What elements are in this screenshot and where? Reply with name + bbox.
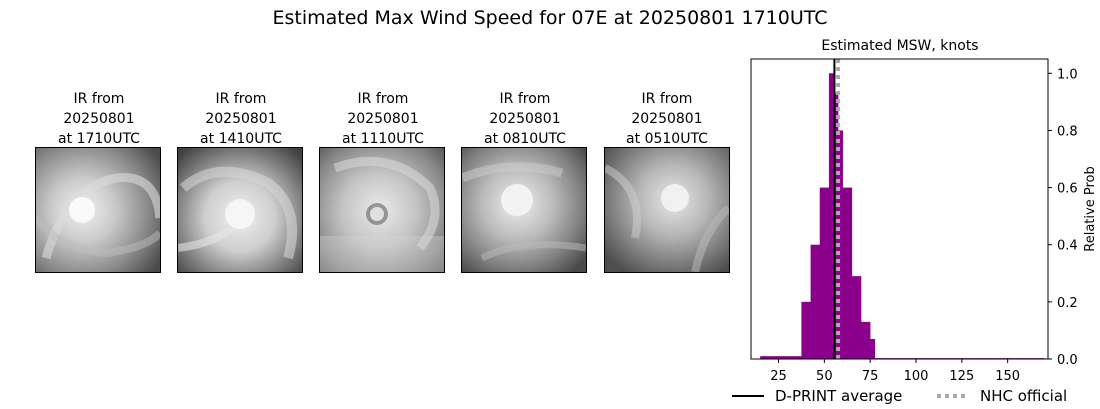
y-axis-label: Relative Prob xyxy=(1083,166,1098,251)
ir-panel-title-line2: 20250801 xyxy=(489,111,561,127)
x-tick-label: 75 xyxy=(862,369,879,384)
ir-satellite-image xyxy=(35,147,161,273)
histogram-bar xyxy=(796,356,802,359)
ir-panel-title: IR from 20250801 at 0810UTC xyxy=(455,89,595,149)
histogram-bar xyxy=(760,356,766,359)
histogram-bar xyxy=(865,321,871,359)
histogram-bar xyxy=(847,187,853,359)
ir-panel-title: IR from 20250801 at 1710UTC xyxy=(29,89,169,149)
ir-panel-title-line3: at 0510UTC xyxy=(626,131,708,147)
histogram-bar xyxy=(787,356,793,359)
y-tick-label: 0.2 xyxy=(1057,296,1078,311)
ir-panel-title-line1: IR from xyxy=(499,91,551,107)
chart-title: Estimated MSW, knots xyxy=(821,38,978,54)
figure-title: Estimated Max Wind Speed for 07E at 2025… xyxy=(272,7,828,29)
ir-panel-title-line2: 20250801 xyxy=(347,111,419,127)
histogram-bar xyxy=(806,301,811,359)
axes-frame xyxy=(750,58,1049,360)
ir-panel-title-line1: IR from xyxy=(357,91,409,107)
legend-dprint-label: D-PRINT average xyxy=(775,387,902,405)
histogram-bar xyxy=(801,301,807,359)
y-tick-label: 0.8 xyxy=(1057,124,1078,139)
reference-lines xyxy=(833,59,841,359)
ir-satellite-image xyxy=(319,147,445,273)
legend: D-PRINT average NHC official xyxy=(732,387,1067,405)
histogram-bar xyxy=(824,187,830,359)
x-axis-ticks: 25 50 75 100 125 150 xyxy=(770,359,1020,384)
histogram-bar xyxy=(792,356,798,359)
histogram-bar xyxy=(769,356,775,359)
ir-panel-title: IR from 20250801 at 1110UTC xyxy=(313,89,453,149)
histogram-bar xyxy=(819,187,825,359)
ir-panel-title-line3: at 1710UTC xyxy=(58,131,140,147)
histogram-bar xyxy=(851,276,857,359)
histogram-bar xyxy=(828,73,834,360)
ir-panel-title-line1: IR from xyxy=(641,91,693,107)
ir-panel-title-line1: IR from xyxy=(73,91,125,107)
histogram-bar xyxy=(778,356,784,359)
histogram-bar xyxy=(815,244,821,359)
ir-panel-title: IR from 20250801 at 1410UTC xyxy=(171,89,311,149)
histogram-bar xyxy=(773,356,779,359)
histogram-bar xyxy=(833,93,839,360)
histogram-bar xyxy=(764,356,770,359)
x-tick-label: 100 xyxy=(904,369,929,384)
x-tick-label: 150 xyxy=(995,369,1020,384)
histogram-bar xyxy=(861,321,866,359)
y-tick-label: 1.0 xyxy=(1057,67,1078,82)
y-tick-label: 0.4 xyxy=(1057,239,1078,254)
ir-panel-title-line2: 20250801 xyxy=(63,111,135,127)
y-tick-label: 0.6 xyxy=(1057,182,1078,197)
ir-panel-title-line2: 20250801 xyxy=(631,111,703,127)
histogram-bar xyxy=(810,244,816,359)
ir-satellite-image xyxy=(604,147,730,273)
x-tick-label: 125 xyxy=(949,369,974,384)
ir-satellite-image xyxy=(461,147,587,273)
ir-panel-title-line3: at 1110UTC xyxy=(342,131,424,147)
ir-panel-title-line1: IR from xyxy=(215,91,267,107)
y-tick-label: 0.0 xyxy=(1057,353,1078,368)
x-tick-label: 25 xyxy=(770,369,787,384)
x-tick-label: 50 xyxy=(816,369,833,384)
ir-satellite-image xyxy=(177,147,303,273)
y-axis-ticks: 0.0 0.2 0.4 0.6 0.8 1.0 xyxy=(1048,67,1078,368)
histogram-bar xyxy=(842,187,848,359)
histogram-bar xyxy=(870,339,876,359)
histogram-bar xyxy=(838,130,843,359)
legend-nhc-label: NHC official xyxy=(980,387,1067,405)
histogram-bars xyxy=(760,73,1045,360)
ir-panel-title-line3: at 0810UTC xyxy=(484,131,566,147)
ir-panel-title-line2: 20250801 xyxy=(205,111,277,127)
ir-panel-title-line3: at 1410UTC xyxy=(200,131,282,147)
histogram-bar xyxy=(783,356,788,359)
ir-panel-title: IR from 20250801 at 0510UTC xyxy=(597,89,737,149)
histogram-bar xyxy=(856,276,862,359)
